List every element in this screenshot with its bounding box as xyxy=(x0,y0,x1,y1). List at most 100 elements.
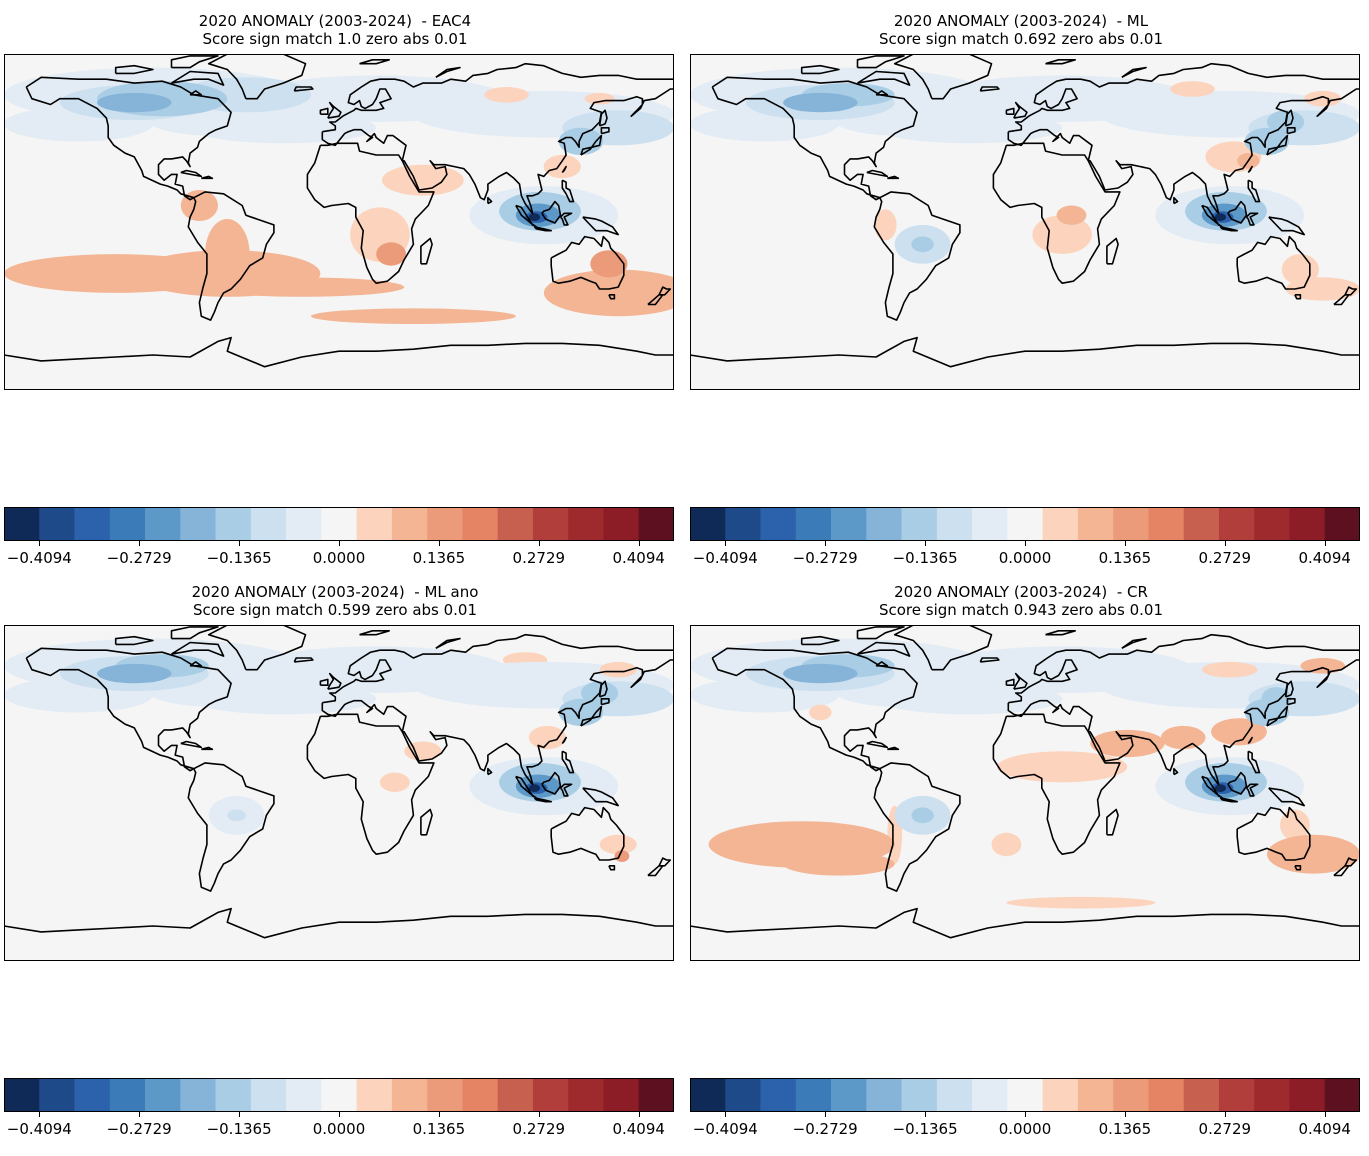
colorbar: −0.4094 −0.2729 −0.1365 0.0000 0.1365 0.2729 0… xyxy=(690,507,1360,567)
map-frame xyxy=(4,54,674,390)
coastline xyxy=(1247,750,1261,774)
anomaly-region xyxy=(227,809,246,822)
colorbar-swatch xyxy=(1254,1078,1290,1112)
coastline xyxy=(170,55,219,69)
colorbar-swatch xyxy=(286,507,322,541)
colorbar-tick-label: 0.4094 xyxy=(1298,1120,1351,1138)
coastline xyxy=(887,175,900,180)
colorbar-swatch xyxy=(462,507,498,541)
colorbar-swatch xyxy=(831,507,867,541)
colorbar: −0.4094 −0.2729 −0.1365 0.0000 0.1365 0.2729 0… xyxy=(4,1078,674,1138)
coastline xyxy=(4,336,674,368)
coastline xyxy=(207,54,307,100)
colorbar-tick-mark xyxy=(239,1112,241,1117)
coastline xyxy=(1236,235,1311,290)
coastline xyxy=(420,808,433,836)
colorbar-swatch xyxy=(760,507,797,541)
coastline xyxy=(1045,59,1076,65)
colorbar-tick-label: 0.0000 xyxy=(998,549,1052,567)
anomaly-region xyxy=(783,852,895,876)
colorbar-tick-label: 0.0000 xyxy=(312,1120,366,1138)
colorbar-tick-label: −0.1365 xyxy=(892,1120,958,1138)
coastline xyxy=(1245,783,1259,797)
colorbar-tick-mark xyxy=(725,1112,727,1117)
anomaly-region xyxy=(205,219,250,289)
colorbar-tick-label: −0.2729 xyxy=(792,549,858,567)
coastline xyxy=(893,625,993,671)
colorbar-swatch xyxy=(1289,507,1326,541)
colorbar-swatch xyxy=(1218,1078,1255,1112)
colorbar-swatch xyxy=(760,1078,797,1112)
coastline xyxy=(533,797,552,803)
colorbar-tick-mark xyxy=(538,541,540,546)
coastline xyxy=(1013,101,1028,119)
coastline xyxy=(1106,237,1119,265)
colorbar-swatch xyxy=(1183,1078,1220,1112)
colorbar: −0.4094 −0.2729 −0.1365 0.0000 0.1365 0.2729 0… xyxy=(4,507,674,567)
colorbar-swatch xyxy=(497,1078,534,1112)
coastline xyxy=(992,713,1121,855)
colorbar-swatch xyxy=(603,507,640,541)
anomaly-region xyxy=(584,92,615,105)
colorbar-tick-mark xyxy=(725,541,727,546)
anomaly-region xyxy=(599,661,637,678)
coastline xyxy=(180,740,203,749)
coastline xyxy=(420,237,433,265)
colorbar-swatch xyxy=(109,1078,146,1112)
anomaly-map xyxy=(690,625,1360,961)
coastline xyxy=(1219,797,1238,803)
anomaly-region xyxy=(1056,205,1087,225)
colorbar-swatch xyxy=(497,507,534,541)
panel-title: 2020 ANOMALY (2003-2024) - ML ano xyxy=(191,583,479,601)
colorbar-tick-label: 0.2729 xyxy=(512,1120,566,1138)
coastline xyxy=(541,771,562,795)
anomaly-region xyxy=(1214,213,1226,222)
panel-cr: 2020 ANOMALY (2003-2024) - CR Score sign… xyxy=(686,571,1360,1138)
colorbar-tick-label: −0.2729 xyxy=(792,1120,858,1138)
colorbar-tick-mark xyxy=(438,541,440,546)
anomaly-region xyxy=(997,751,1128,783)
colorbar-swatch xyxy=(145,1078,181,1112)
anomaly-region xyxy=(1006,896,1156,909)
coastline xyxy=(608,294,616,300)
colorbar-swatch xyxy=(427,507,463,541)
coastline xyxy=(608,865,616,871)
coastline xyxy=(321,62,674,215)
colorbar-swatch xyxy=(568,1078,604,1112)
colorbar-swatch xyxy=(1077,1078,1114,1112)
coastline xyxy=(866,169,889,178)
coastline xyxy=(711,647,918,772)
colorbar-swatch xyxy=(866,507,902,541)
coastline xyxy=(647,294,664,306)
anomaly-region xyxy=(599,834,637,855)
colorbar-swatch xyxy=(39,1078,75,1112)
colorbar-tick-label: 0.2729 xyxy=(1198,549,1252,567)
colorbar-swatch xyxy=(638,507,674,541)
coastline xyxy=(856,55,905,69)
anomaly-region xyxy=(558,698,604,726)
colorbar-swatch xyxy=(1042,1078,1079,1112)
colorbar-swatch xyxy=(356,1078,393,1112)
anomaly-map xyxy=(4,625,674,961)
coastline xyxy=(582,787,619,807)
coastline xyxy=(293,657,314,663)
anomaly-region xyxy=(376,242,406,266)
coastline xyxy=(711,76,918,201)
anomaly-region xyxy=(1090,729,1165,758)
colorbar-tick-label: 0.4094 xyxy=(612,549,665,567)
coastline xyxy=(857,70,911,86)
anomaly-region xyxy=(809,704,832,721)
colorbar-swatch xyxy=(462,1078,498,1112)
coastline xyxy=(1236,806,1311,861)
coastline xyxy=(1247,736,1253,745)
colorbar-swatch xyxy=(109,507,146,541)
coastline xyxy=(359,59,390,65)
colorbar-swatch xyxy=(690,1078,726,1112)
colorbar-swatch xyxy=(250,1078,287,1112)
coastline xyxy=(25,647,232,772)
anomaly-region xyxy=(528,725,567,750)
coastline xyxy=(875,661,889,667)
anomaly-region xyxy=(558,127,604,155)
colorbar-tick-mark xyxy=(1124,1112,1126,1117)
colorbar-swatch xyxy=(145,507,181,541)
